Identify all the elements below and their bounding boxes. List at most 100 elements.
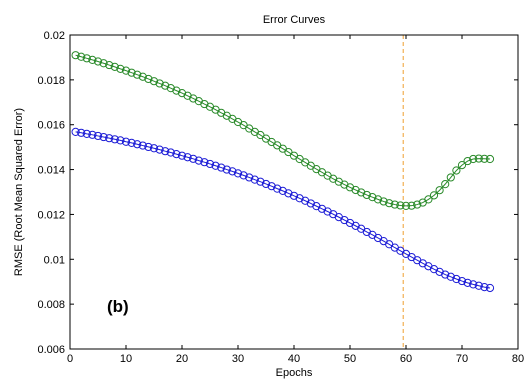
data-point: [121, 137, 131, 146]
chart-title: Error Curves: [263, 14, 326, 26]
x-tick-label: 20: [176, 353, 188, 365]
data-point: [205, 159, 215, 169]
y-tick-label: 0.014: [37, 165, 65, 177]
series-2: [71, 127, 495, 293]
data-point: [172, 86, 181, 95]
data-point: [429, 191, 439, 200]
data-point: [441, 270, 450, 279]
data-point: [401, 201, 411, 211]
data-point: [161, 147, 170, 156]
data-point: [385, 199, 394, 208]
data-point: [362, 190, 371, 200]
y-tick-label: 0.006: [37, 344, 65, 356]
axis-ticks: 0 10 20 30 40 50 60 70 80 0.006 0.008 0.01 0.012 0.01…: [37, 30, 524, 365]
data-point: [261, 179, 271, 189]
data-point: [155, 79, 164, 88]
data-point: [82, 54, 91, 63]
data-point: [138, 72, 147, 81]
data-point: [110, 135, 119, 144]
data-point: [457, 276, 467, 286]
data-point: [211, 161, 220, 170]
data-point: [93, 131, 103, 141]
data-point: [267, 182, 276, 191]
x-tick-label: 30: [232, 353, 244, 365]
x-tick-label: 50: [344, 353, 356, 365]
series-1: [71, 51, 495, 211]
data-point: [172, 150, 181, 159]
data-point: [413, 200, 422, 209]
data-point: [77, 128, 86, 137]
y-tick-label: 0.012: [37, 209, 65, 221]
data-point: [480, 154, 489, 163]
data-point: [424, 195, 433, 204]
x-tick-label: 0: [67, 353, 73, 365]
x-tick-label: 10: [120, 353, 132, 365]
data-point: [452, 166, 461, 175]
data-point: [474, 154, 483, 163]
data-point: [116, 64, 125, 73]
data-point: [273, 184, 282, 193]
data-point: [295, 194, 304, 203]
data-point: [200, 158, 209, 167]
data-point: [368, 193, 377, 202]
data-point: [250, 175, 259, 184]
data-point: [82, 129, 91, 139]
data-point: [390, 200, 399, 209]
x-axis-label: Epochs: [276, 367, 313, 379]
data-point: [149, 144, 159, 153]
data-point: [155, 145, 164, 154]
data-point: [183, 153, 192, 162]
data-point: [228, 167, 237, 176]
data-point: [71, 127, 80, 136]
data-point: [121, 66, 131, 75]
data-point: [289, 191, 299, 200]
data-point: [222, 165, 231, 174]
data-point: [379, 197, 388, 206]
x-tick-label: 80: [512, 353, 524, 365]
panel-label: (b): [107, 297, 129, 316]
data-point: [284, 189, 293, 198]
data-point: [351, 185, 360, 195]
data-point: [441, 180, 450, 189]
data-point: [284, 147, 293, 157]
data-point: [396, 201, 405, 210]
data-point: [435, 186, 444, 195]
data-point: [446, 173, 455, 182]
y-tick-label: 0.02: [44, 30, 65, 42]
data-point: [99, 132, 108, 142]
data-point: [144, 142, 153, 152]
data-point: [278, 186, 287, 195]
data-point: [446, 272, 455, 281]
data-point: [133, 140, 142, 149]
data-point: [474, 281, 483, 290]
data-point: [245, 173, 254, 182]
data-point: [166, 148, 175, 157]
data-point: [161, 81, 170, 90]
data-point: [133, 70, 142, 79]
data-point: [127, 138, 136, 147]
data-point: [88, 55, 97, 65]
data-point: [144, 74, 153, 84]
data-point: [138, 141, 147, 150]
y-tick-label: 0.01: [44, 254, 65, 266]
data-point: [93, 57, 103, 66]
data-point: [105, 60, 114, 70]
data-point: [256, 177, 265, 186]
data-point: [116, 136, 125, 145]
data-point: [110, 62, 119, 71]
data-point: [256, 130, 265, 140]
data-point: [166, 84, 175, 93]
plot-marks: [71, 35, 495, 349]
data-point: [407, 201, 416, 210]
data-point: [105, 134, 114, 143]
data-point: [469, 280, 478, 289]
data-point: [452, 274, 461, 284]
data-point: [77, 52, 86, 61]
x-tick-label: 40: [288, 353, 300, 365]
data-point: [99, 59, 108, 68]
data-point: [373, 195, 383, 204]
data-point: [88, 130, 97, 139]
y-tick-label: 0.016: [37, 120, 65, 132]
data-point: [469, 154, 478, 164]
